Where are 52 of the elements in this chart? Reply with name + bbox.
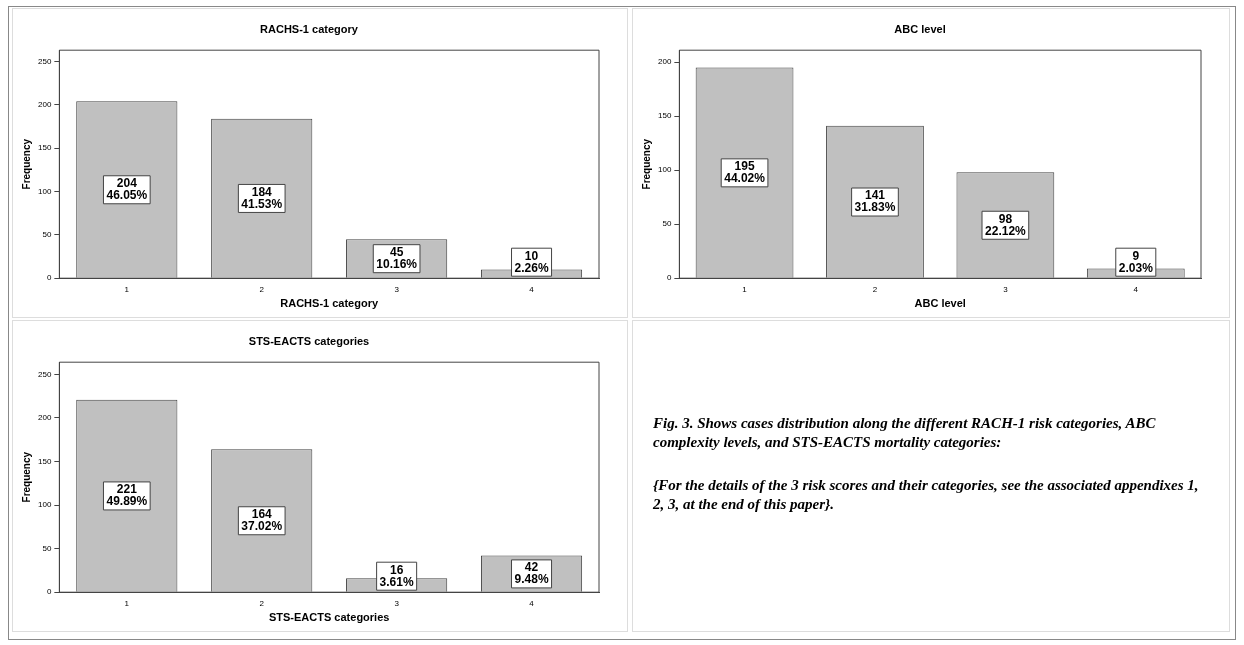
chart-title: RACHS-1 category xyxy=(260,22,359,35)
x-tick-label: 3 xyxy=(394,599,400,609)
data-label: 195 44.02% xyxy=(724,159,766,186)
x-tick-label: 2 xyxy=(259,599,265,609)
y-tick-label: 250 xyxy=(37,369,52,379)
x-axis-title: RACHS-1 category xyxy=(280,297,379,310)
x-tick-label: 2 xyxy=(259,285,265,295)
x-tick-label: 4 xyxy=(1133,285,1139,295)
data-label: 164 37.02% xyxy=(241,507,283,534)
y-tick-label: 100 xyxy=(37,500,52,510)
y-axis-title: Frequency xyxy=(20,138,32,190)
y-tick-label: 0 xyxy=(46,273,52,283)
x-tick-label: 1 xyxy=(124,599,130,609)
x-axis-title: STS-EACTS categories xyxy=(268,611,390,624)
y-axis-title: Frequency xyxy=(20,451,32,503)
y-tick-label: 150 xyxy=(37,456,52,466)
y-tick-label: 0 xyxy=(46,587,52,597)
x-tick-label: 4 xyxy=(529,285,535,295)
y-tick-label: 150 xyxy=(37,143,52,153)
text: {For the details of the 3 risk scores and their categories, see the associated appendixes 1, 2, 3, at the end of this paper}. xyxy=(653,476,1199,514)
chart-title: STS-EACTS categories xyxy=(248,334,370,347)
y-tick-label: 200 xyxy=(37,100,52,110)
data-label: 42 9.48% xyxy=(514,560,549,587)
y-tick-label: 100 xyxy=(37,186,52,196)
y-tick-label: 100 xyxy=(657,165,672,175)
x-tick-label: 3 xyxy=(1003,285,1009,295)
x-tick-label: 1 xyxy=(742,285,748,295)
y-tick-label: 200 xyxy=(37,413,52,423)
y-tick-label: 50 xyxy=(42,543,52,553)
data-label: 98 22.12% xyxy=(985,211,1027,238)
caption: Fig. 3. Shows cases distribution along the different RACH-1 risk categories, ABC complexity levels, and STS-EACTS mortality categories: xyxy=(653,414,1157,452)
data-label: 221 49.89% xyxy=(106,482,148,509)
data-label: 16 3.61% xyxy=(379,562,414,589)
x-axis-title: ABC level xyxy=(914,297,966,310)
y-tick-label: 0 xyxy=(666,273,672,283)
data-label: 10 2.26% xyxy=(514,248,549,275)
x-tick-label: 1 xyxy=(124,285,130,295)
y-tick-label: 50 xyxy=(42,230,52,240)
y-tick-label: 250 xyxy=(37,56,52,66)
chart-title: ABC level xyxy=(894,22,946,35)
x-tick-label: 2 xyxy=(872,285,878,295)
data-label: 9 2.03% xyxy=(1118,248,1154,275)
y-tick-label: 200 xyxy=(657,57,672,67)
y-axis-title: Frequency xyxy=(640,138,652,190)
y-tick-label: 150 xyxy=(657,111,672,121)
data-label: 45 10.16% xyxy=(376,245,418,272)
y-tick-label: 50 xyxy=(662,219,672,229)
data-label: 141 31.83% xyxy=(854,188,896,215)
x-tick-label: 4 xyxy=(529,599,535,609)
data-label: 184 41.53% xyxy=(241,184,283,211)
data-label: 204 46.05% xyxy=(106,176,148,203)
x-tick-label: 3 xyxy=(394,285,400,295)
